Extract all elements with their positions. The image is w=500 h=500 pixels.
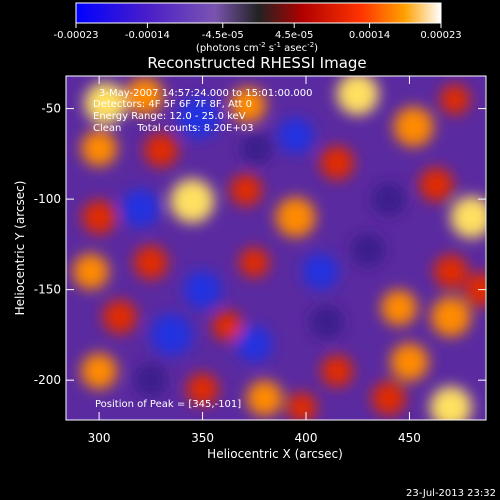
map-blob xyxy=(277,117,314,154)
map-blob xyxy=(72,253,109,290)
colorbar-tick-label: 0.00014 xyxy=(349,30,390,41)
map-blob xyxy=(336,76,379,116)
map-blob xyxy=(82,200,117,235)
peak-position-label: Position of Peak = [345,-101] xyxy=(95,399,241,410)
annotation-energy: Energy Range: 12.0 - 25.0 keV xyxy=(93,111,246,122)
map-blob xyxy=(393,106,434,147)
colorbar-ticks: -0.00023 -0.00014 -4.5e-05 4.5e-05 0.00014 0.… xyxy=(54,23,462,41)
map-blob xyxy=(439,84,470,115)
colorbar-tick-label: 4.5e-05 xyxy=(275,30,313,41)
map-blob xyxy=(84,82,127,125)
map-blob xyxy=(236,325,273,362)
map-blob xyxy=(371,182,406,217)
y-tick-label: -50 xyxy=(41,102,61,116)
map-blob xyxy=(81,130,118,167)
map-blob xyxy=(212,310,243,341)
x-tick-label: 450 xyxy=(398,431,421,445)
map-blob xyxy=(371,381,406,416)
map-blob xyxy=(125,76,164,115)
map-blob xyxy=(430,296,471,337)
map-blob xyxy=(239,247,270,278)
y-tick-label: -100 xyxy=(34,192,61,206)
colorbar-tick-label: -0.00014 xyxy=(125,30,170,41)
map-blob xyxy=(381,289,418,326)
y-tick-label: -150 xyxy=(34,283,61,297)
map-blob xyxy=(246,380,283,417)
map-blob xyxy=(309,305,344,340)
map-blob xyxy=(286,392,317,420)
map-blob xyxy=(121,189,160,228)
map-blob xyxy=(133,363,168,398)
map-blob xyxy=(186,373,219,406)
x-tick-label: 350 xyxy=(191,431,214,445)
map-blob xyxy=(275,197,316,238)
map-blob xyxy=(390,343,429,382)
axes: 300 350 400 450 -50 -100 -150 -200 xyxy=(34,76,486,445)
colorbar-tick-label: 0.00023 xyxy=(420,30,461,41)
x-tick-label: 400 xyxy=(295,431,318,445)
annotation-detectors: Detectors: 4F 5F 6F 7F 8F, Att 0 xyxy=(93,99,252,110)
colorbar-tick-label: -0.00023 xyxy=(54,30,99,41)
map-blob xyxy=(81,353,118,390)
map-blob xyxy=(302,253,339,290)
map-blob xyxy=(450,196,486,239)
map-blob xyxy=(419,167,454,202)
map-blob xyxy=(183,270,222,309)
map-blob xyxy=(144,133,179,168)
emission-map xyxy=(72,76,486,420)
y-tick-label: -200 xyxy=(34,373,61,387)
map-blob xyxy=(102,299,137,334)
map-blob xyxy=(321,355,354,388)
annotation-time: 3-May-2007 14:57:24.000 to 15:01:00.000 xyxy=(99,88,312,99)
annotations: 3-May-2007 14:57:24.000 to 15:01:00.000 … xyxy=(93,88,312,410)
footer-timestamp: 23-Jul-2013 23:32 xyxy=(406,488,496,499)
map-blob xyxy=(320,145,355,180)
map-blob xyxy=(433,254,468,289)
y-axis-label: Heliocentric Y (arcsec) xyxy=(13,181,27,316)
map-blob xyxy=(170,178,215,223)
colorbar-tick-label: -4.5e-05 xyxy=(202,30,244,41)
x-axis-label: Heliocentric X (arcsec) xyxy=(207,447,343,461)
colorbar: -0.00023 -0.00014 -4.5e-05 4.5e-05 0.00014 0.… xyxy=(54,2,462,54)
map-blob xyxy=(429,386,472,420)
map-blob xyxy=(351,232,386,267)
map-blob xyxy=(464,272,486,307)
colorbar-units: (photons cm-2 s-1 asec-2) xyxy=(196,41,318,54)
plot-area xyxy=(66,76,486,420)
annotation-clean: Clean Total counts: 8.20E+03 xyxy=(93,123,253,134)
map-blob xyxy=(150,313,193,356)
map-blob xyxy=(230,174,262,207)
plot-frame xyxy=(65,75,487,421)
chart-title: Reconstructed RHESSI Image xyxy=(147,54,366,72)
x-tick-label: 300 xyxy=(88,431,111,445)
colorbar-gradient xyxy=(75,2,442,24)
map-blob xyxy=(133,245,168,280)
map-blob xyxy=(230,86,267,123)
map-blob xyxy=(177,96,220,139)
map-blob xyxy=(240,132,273,165)
